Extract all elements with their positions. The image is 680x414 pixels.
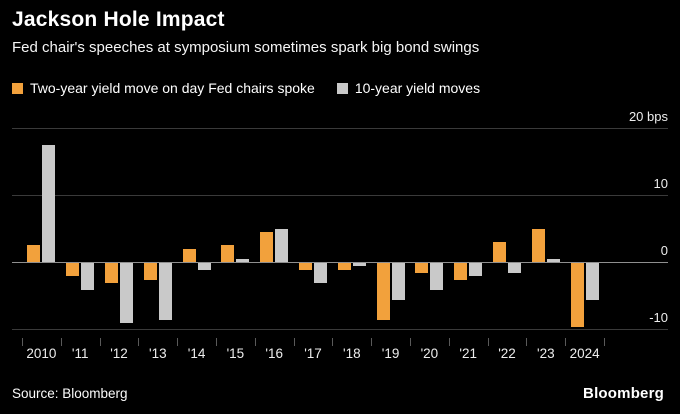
x-axis-tick (526, 338, 528, 346)
bar-two-year-19 (376, 263, 390, 320)
x-axis-tick (99, 338, 101, 346)
bar-ten-year-12 (120, 263, 133, 324)
bar-ten-year-22 (508, 263, 521, 274)
bar-ten-year-11 (81, 263, 95, 290)
x-axis-label-13: '13 (149, 346, 167, 361)
legend-item-ten-year: 10-year yield moves (336, 80, 481, 96)
x-axis-tick (22, 338, 23, 346)
y-axis-label-10: 10 (653, 176, 668, 191)
x-axis-label-15: '15 (226, 346, 245, 361)
bar-ten-year-13 (158, 263, 172, 320)
x-axis-tick (332, 338, 334, 346)
x-axis-label-22: '22 (498, 346, 516, 361)
bar-two-year-2010 (27, 245, 41, 262)
x-axis-label-20: '20 (420, 346, 439, 361)
x-axis-label-2010: 2010 (26, 346, 57, 361)
bar-two-year-17 (299, 263, 312, 270)
x-axis-label-14: '14 (187, 346, 206, 361)
legend-label-ten-year: 10-year yield moves (354, 80, 481, 96)
bar-two-year-13 (143, 263, 157, 280)
x-axis-tick (371, 338, 373, 346)
source-note: Source: Bloomberg (12, 386, 128, 401)
legend-swatch-ten-year-icon (336, 82, 348, 94)
bar-ten-year-14 (197, 263, 211, 270)
y-axis-label-0: 0 (660, 243, 668, 258)
x-axis-label-12: '12 (110, 346, 128, 361)
bar-ten-year-17 (314, 263, 327, 284)
bar-ten-year-23 (546, 258, 560, 262)
x-axis-tick (604, 338, 605, 346)
x-axis-tick (448, 338, 450, 346)
bar-ten-year-19 (391, 263, 405, 300)
chart-title: Jackson Hole Impact (12, 8, 225, 31)
bar-ten-year-16 (275, 228, 289, 262)
x-axis-label-2024: 2024 (569, 346, 600, 361)
bar-two-year-12 (105, 263, 118, 284)
x-axis-tick (293, 338, 295, 346)
x-axis-label-23: '23 (537, 346, 555, 361)
x-axis-label-11: '11 (71, 346, 89, 361)
bar-ten-year-2010 (42, 144, 56, 262)
bar-two-year-21 (454, 263, 468, 280)
bar-ten-year-21 (469, 263, 483, 277)
x-axis-tick (410, 338, 411, 346)
x-axis-tick (254, 338, 256, 346)
x-axis-tick (487, 338, 489, 346)
x-axis-tick (216, 338, 217, 346)
x-axis-label-19: '19 (381, 346, 400, 361)
bar-two-year-18 (337, 263, 351, 270)
x-axis-label-18: '18 (343, 346, 361, 361)
gridline--10 (12, 329, 668, 330)
plot-area: 20 bps 10 0 -10 2010 '11 '12 '13 '14 '15 '16 '17 '18… (0, 100, 680, 370)
x-axis-label-16: '16 (265, 346, 283, 361)
bar-two-year-15 (221, 245, 235, 262)
x-axis-tick (60, 338, 62, 346)
bar-two-year-2024 (570, 263, 584, 327)
legend-item-two-year: Two-year yield move on day Fed chairs sp… (12, 80, 315, 96)
bar-ten-year-2024 (585, 263, 599, 300)
gridline-10 (12, 195, 668, 196)
x-axis-tick (138, 338, 140, 346)
y-axis-label-20 bps: 20 bps (628, 109, 668, 124)
y-axis-label--10: -10 (649, 310, 668, 325)
legend: Two-year yield move on day Fed chairs sp… (12, 80, 480, 96)
bar-two-year-23 (531, 228, 545, 262)
bar-two-year-14 (182, 248, 196, 262)
bar-two-year-16 (260, 231, 274, 262)
bar-two-year-20 (415, 263, 429, 274)
zero-axis-line (12, 262, 668, 263)
bar-ten-year-20 (430, 263, 444, 290)
gridline-20 bps (12, 128, 668, 129)
bar-two-year-22 (493, 241, 506, 262)
bloomberg-logo: Bloomberg (583, 385, 664, 402)
x-axis-tick (565, 338, 567, 346)
legend-swatch-two-year-icon (12, 82, 23, 94)
bar-ten-year-15 (236, 258, 250, 262)
bar-two-year-11 (66, 263, 80, 277)
x-axis-label-17: '17 (304, 346, 322, 361)
legend-label-two-year: Two-year yield move on day Fed chairs sp… (30, 80, 315, 96)
chart-subtitle: Fed chair's speeches at symposium someti… (12, 39, 480, 56)
x-axis-label-21: '21 (459, 346, 477, 361)
bar-ten-year-18 (352, 263, 366, 267)
x-axis-tick (177, 338, 179, 346)
